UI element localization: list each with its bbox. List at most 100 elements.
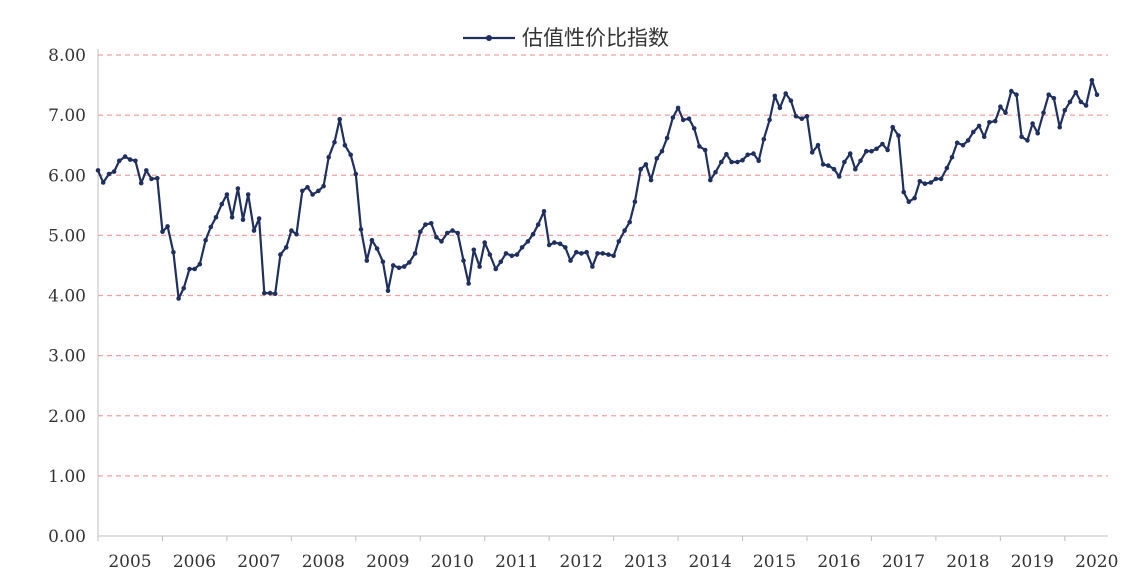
data-point bbox=[160, 229, 165, 235]
data-point bbox=[998, 104, 1003, 109]
data-point bbox=[912, 195, 917, 201]
data-point bbox=[407, 260, 412, 265]
data-point bbox=[466, 281, 471, 286]
data-point bbox=[788, 98, 794, 103]
data-point bbox=[316, 188, 321, 194]
data-point bbox=[756, 158, 761, 164]
data-point bbox=[144, 168, 149, 173]
data-point bbox=[235, 186, 241, 191]
data-point bbox=[1078, 99, 1084, 105]
x-tick-label: 2020 bbox=[1075, 552, 1118, 572]
data-point bbox=[117, 158, 122, 164]
data-point bbox=[675, 105, 681, 111]
data-point bbox=[251, 228, 257, 233]
data-point bbox=[890, 124, 895, 130]
data-point bbox=[1067, 99, 1073, 105]
series-layer bbox=[95, 78, 1100, 301]
data-point bbox=[761, 136, 767, 142]
y-tick-label: 1.00 bbox=[48, 467, 86, 487]
data-point bbox=[557, 241, 563, 247]
data-point bbox=[584, 249, 589, 255]
data-point bbox=[809, 150, 815, 155]
data-point bbox=[1083, 103, 1089, 108]
x-tick-label: 2005 bbox=[108, 552, 151, 572]
data-point bbox=[708, 177, 713, 183]
data-point bbox=[1003, 110, 1008, 115]
data-point bbox=[267, 290, 273, 296]
y-tick-label: 4.00 bbox=[48, 287, 86, 307]
data-point bbox=[428, 221, 434, 226]
data-point bbox=[1089, 78, 1095, 83]
data-point bbox=[455, 230, 461, 236]
data-point bbox=[332, 139, 337, 145]
data-point bbox=[933, 176, 939, 182]
data-point bbox=[450, 228, 455, 233]
data-point bbox=[445, 230, 450, 236]
data-point bbox=[981, 134, 987, 140]
data-point bbox=[595, 251, 600, 256]
y-tick-label: 5.00 bbox=[48, 226, 86, 246]
data-point bbox=[793, 114, 799, 119]
data-point bbox=[826, 163, 831, 168]
data-point bbox=[385, 288, 391, 294]
y-tick-label: 8.00 bbox=[48, 46, 86, 66]
data-point bbox=[396, 265, 402, 271]
data-point bbox=[1014, 92, 1019, 97]
x-tick-label: 2014 bbox=[688, 552, 731, 572]
data-point bbox=[245, 192, 251, 197]
data-point bbox=[874, 146, 879, 152]
data-point bbox=[138, 180, 144, 186]
data-point bbox=[654, 156, 660, 161]
x-tick-label: 2017 bbox=[882, 552, 925, 572]
x-tick-label: 2019 bbox=[1011, 552, 1054, 572]
data-point bbox=[1030, 121, 1035, 126]
data-point bbox=[471, 247, 477, 253]
data-point bbox=[321, 183, 326, 189]
data-point bbox=[482, 240, 488, 245]
y-axis-ticks: 0.00 1.00 2.00 3.00 4.00 5.00 6.00 7.00 8.00 bbox=[48, 46, 86, 547]
x-tick-label: 2007 bbox=[237, 552, 280, 572]
data-point bbox=[1051, 96, 1057, 101]
data-point bbox=[976, 123, 982, 129]
data-point bbox=[525, 239, 531, 244]
data-point bbox=[418, 229, 423, 235]
data-point bbox=[337, 117, 343, 122]
data-point bbox=[412, 251, 418, 256]
data-point bbox=[659, 148, 665, 154]
data-point bbox=[686, 116, 692, 121]
data-point bbox=[579, 251, 584, 256]
data-point bbox=[535, 222, 541, 227]
data-point bbox=[885, 147, 890, 153]
data-point bbox=[574, 249, 579, 255]
data-point bbox=[256, 216, 262, 221]
data-point bbox=[735, 159, 740, 165]
data-point bbox=[847, 151, 853, 156]
data-point bbox=[300, 188, 305, 194]
data-point bbox=[503, 251, 509, 256]
y-tick-label: 0.00 bbox=[48, 527, 86, 547]
data-point bbox=[181, 286, 186, 291]
axes bbox=[97, 49, 1108, 541]
data-point bbox=[938, 176, 944, 182]
data-point bbox=[922, 181, 928, 186]
data-point bbox=[901, 189, 906, 195]
data-point bbox=[702, 147, 708, 153]
data-point bbox=[192, 266, 197, 272]
data-point bbox=[289, 228, 294, 233]
data-point bbox=[187, 266, 192, 272]
data-point bbox=[364, 258, 370, 263]
data-point bbox=[283, 245, 289, 250]
data-point bbox=[176, 296, 181, 301]
data-point bbox=[691, 126, 697, 131]
data-point bbox=[1009, 88, 1014, 94]
data-point bbox=[971, 129, 976, 135]
data-point bbox=[880, 141, 885, 147]
data-point bbox=[369, 237, 375, 243]
y-tick-label: 7.00 bbox=[48, 106, 86, 126]
data-point bbox=[348, 152, 354, 158]
data-point bbox=[960, 142, 966, 148]
data-point bbox=[1073, 90, 1079, 95]
data-point bbox=[896, 133, 901, 138]
